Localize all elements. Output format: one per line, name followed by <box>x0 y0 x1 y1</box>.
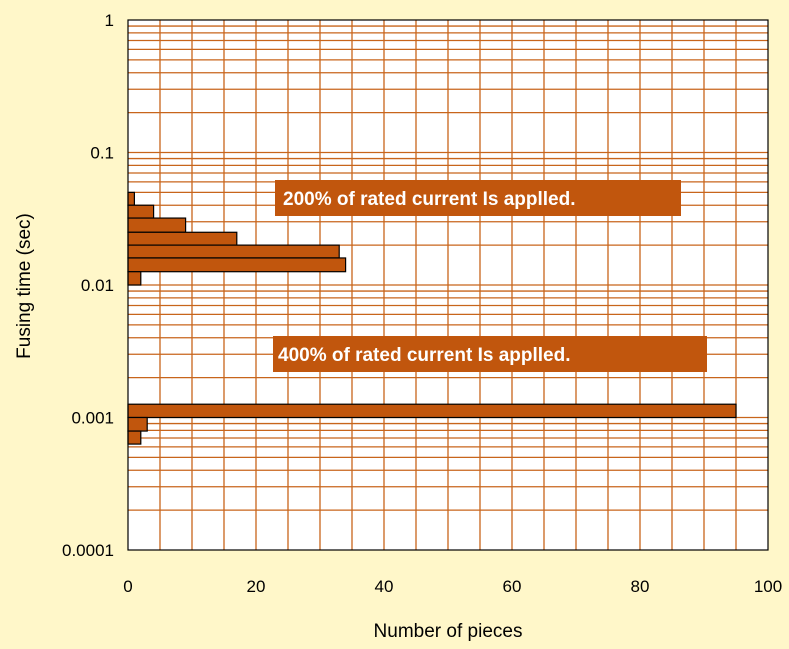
x-tick-label: 100 <box>754 577 782 596</box>
bars <box>127 191 737 445</box>
plot-frame <box>127 19 769 551</box>
y-tick-label: 0.001 <box>71 409 114 428</box>
tick-labels: 0 20 40 60 80 100 0.0001 0.001 0.01 0.1 1 <box>62 11 782 596</box>
histogram-bar <box>127 244 340 259</box>
annotations: 200% of rated current Is applled. 400% o… <box>273 180 707 372</box>
y-tick-label: 1 <box>105 11 114 30</box>
annotation-400-box <box>273 336 707 372</box>
x-tick-label: 0 <box>123 577 132 596</box>
histogram-bar <box>127 416 148 432</box>
annotation-200-label: 200% of rated current Is applled. <box>283 189 575 210</box>
x-tick-label: 40 <box>375 577 394 596</box>
y-tick-label: 0.0001 <box>62 541 114 560</box>
annotation-400-label: 400% of rated current Is applled. <box>278 345 570 366</box>
histogram-bar <box>127 204 155 219</box>
histogram-bar <box>127 271 142 286</box>
histogram-bar <box>127 430 142 445</box>
y-tick-label: 0.1 <box>90 144 114 163</box>
y-axis-label: Fusing time (sec) <box>14 213 35 359</box>
x-tick-label: 80 <box>631 577 650 596</box>
histogram-bar <box>127 403 737 419</box>
x-tick-label: 60 <box>503 577 522 596</box>
grid-lines <box>128 20 768 550</box>
y-tick-label: 0.01 <box>81 276 114 295</box>
annotation-200-box <box>275 180 681 216</box>
x-axis-label: Number of pieces <box>374 621 523 642</box>
histogram-bar <box>127 191 136 206</box>
histogram-bar <box>127 257 347 273</box>
histogram-bar <box>127 231 238 246</box>
x-tick-label: 20 <box>247 577 266 596</box>
histogram-bar <box>127 217 187 233</box>
